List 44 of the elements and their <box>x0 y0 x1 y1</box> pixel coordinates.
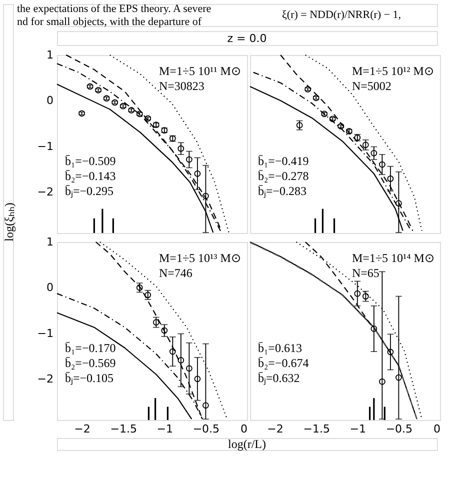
text: the expectations of the EPS theory. A severe <box>17 3 212 15</box>
annotation: b̄₂=−0.569 <box>65 356 116 370</box>
y-tick-label: −2 <box>37 372 54 386</box>
annotation: b̄ⱼ=−0.105 <box>65 371 114 385</box>
y-tick-label: 1 <box>46 48 54 62</box>
annotation: b̄₂=−0.674 <box>258 356 309 370</box>
text: nd for small objects, with the departure of <box>17 16 202 28</box>
annotation: N=65 <box>352 266 380 280</box>
x-tick-label: −1 <box>350 422 366 436</box>
text: ξ(r) = NDD(r)/NRR(r) − 1, <box>282 9 402 21</box>
y-tick-label: 0 <box>46 281 54 294</box>
annotation: N=746 <box>159 266 192 280</box>
annotation: N=30823 <box>159 79 204 93</box>
x-tick-label: 0 <box>240 422 248 436</box>
x-tick-label: −1.5 <box>303 422 330 436</box>
x-tick-label: −0.5 <box>386 422 413 436</box>
y-tick-label: −1 <box>37 140 54 153</box>
annotation: b̄₁=−0.509 <box>65 154 116 168</box>
annotation: M=1÷5 10¹³ M⊙ <box>159 251 241 265</box>
annotation: b̄ⱼ=−0.295 <box>65 184 114 198</box>
annotation: M=1÷5 10¹⁴ M⊙ <box>352 251 434 265</box>
annotation: b̄₁=0.613 <box>258 341 302 355</box>
x-tick-label: −1 <box>156 422 173 436</box>
x-tick-label: −2 <box>74 422 90 436</box>
y-tick-label: 1 <box>46 236 54 248</box>
y-tick-label: −2 <box>37 185 54 198</box>
annotation: b̄₁=−0.419 <box>258 154 309 168</box>
x-axis-title: log(r/L) <box>228 437 266 451</box>
x-tick-label: 0 <box>434 422 440 436</box>
annotation: M=1÷5 10¹¹ M⊙ <box>159 64 241 78</box>
annotation: M=1÷5 10¹² M⊙ <box>352 64 434 78</box>
x-tick-label: −2 <box>267 422 284 436</box>
annotation: b̄ⱼ=0.632 <box>258 371 300 385</box>
annotation: b̄₂=−0.278 <box>258 169 309 183</box>
y-tick-label: −1 <box>37 326 54 340</box>
x-tick-label: −0.5 <box>192 422 220 436</box>
annotation: b̄₂=−0.143 <box>65 169 116 183</box>
annotation: b̄ⱼ=−0.283 <box>258 184 307 198</box>
annotation: b̄₁=−0.170 <box>65 341 116 355</box>
x-tick-label: −1.5 <box>110 422 137 436</box>
y-tick-label: 0 <box>46 94 54 108</box>
y-axis-title: log(ξₕₕ) <box>2 202 16 242</box>
chart-title: z = 0.0 <box>227 32 267 45</box>
annotation: N=5002 <box>352 79 392 93</box>
